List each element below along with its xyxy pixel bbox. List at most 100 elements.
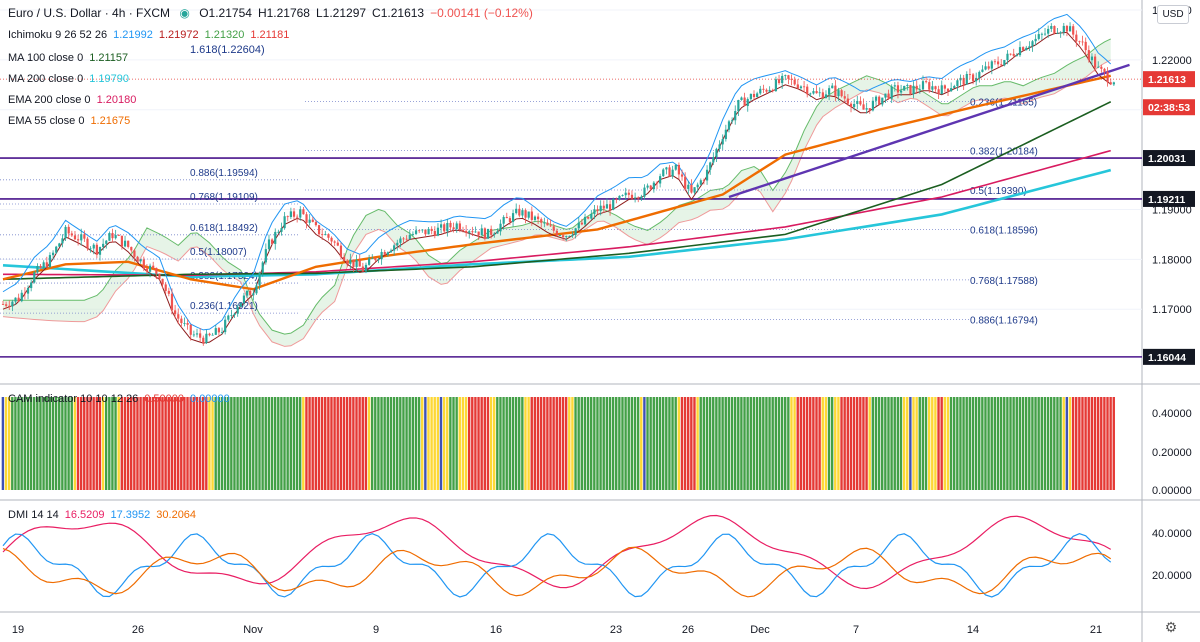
candle-body (508, 218, 512, 222)
legend-row-1[interactable]: 1.618(1.22604) (190, 44, 271, 56)
candle-body (443, 224, 446, 232)
cam-bar (846, 397, 849, 490)
candle-body (1087, 50, 1090, 61)
candle-body (199, 333, 202, 338)
legend-row-3[interactable]: MA 200 close 0 1.19790 (8, 73, 135, 85)
cam-bar (1103, 397, 1106, 490)
legend-value: 1.21320 (204, 29, 245, 41)
cam-bar (320, 397, 324, 490)
cam-bar (183, 397, 186, 490)
candle-body (139, 259, 142, 262)
cam-bar (273, 397, 277, 490)
candle-body (180, 318, 183, 324)
cam-bar (818, 397, 821, 490)
cam-legend[interactable]: CAM indicator 10 10 12 26 0.50000 0.00000 (8, 393, 236, 405)
time-tick-7: Dec (750, 624, 770, 636)
cam-bar (999, 397, 1003, 490)
cam-bar (270, 397, 274, 490)
cam-bar (568, 397, 571, 490)
candle-body (1050, 26, 1053, 29)
candle-body (183, 322, 186, 324)
cam-bar (596, 397, 599, 490)
candle-body (361, 266, 364, 272)
cam-bar (129, 397, 133, 490)
cam-bar (1040, 397, 1043, 490)
candle-body (496, 231, 499, 234)
candle-body (477, 231, 480, 236)
candle-body (899, 90, 903, 93)
candle-body (11, 301, 14, 307)
legend-label: EMA 200 close 0 (8, 94, 91, 106)
legend-value: 1.20180 (96, 94, 137, 106)
cam-bar (830, 397, 834, 490)
cam-bar (477, 397, 480, 490)
candle-body (230, 315, 233, 316)
candle-body (217, 328, 221, 333)
candle-body (896, 85, 900, 93)
cam-bar (815, 397, 818, 490)
cam-bar (733, 397, 737, 490)
candle-body (505, 216, 508, 219)
candle-body (615, 199, 618, 200)
cam-bar (220, 397, 224, 490)
price-tick-1: 1.22000 (1152, 55, 1192, 67)
candle-body (909, 84, 912, 95)
candle-body (224, 319, 227, 333)
cam-bar (236, 397, 239, 490)
candle-body (1047, 28, 1050, 34)
cam-bar (552, 397, 555, 490)
currency-button[interactable]: USD (1157, 5, 1189, 24)
candle-body (565, 236, 568, 238)
candle-body (1072, 26, 1075, 35)
cam-bar (959, 397, 962, 490)
cam-bar (530, 397, 533, 490)
candle-body (518, 208, 521, 216)
cam-bar (737, 397, 740, 490)
cam-bar (1053, 397, 1056, 490)
candle-body (427, 228, 430, 235)
time-tick-5: 23 (610, 624, 622, 636)
cam-bar (98, 397, 102, 490)
cam-bar (248, 397, 252, 490)
cam-bar (934, 397, 937, 490)
cam-bar (655, 397, 659, 490)
dmi-legend[interactable]: DMI 14 14 16.5209 17.3952 30.2064 (8, 509, 202, 521)
legend-row-2[interactable]: MA 100 close 0 1.21157 (8, 52, 134, 64)
candle-body (884, 93, 887, 98)
candle-body (64, 226, 67, 239)
cam-bar (799, 397, 803, 490)
candle-body (634, 197, 637, 199)
cam-bar (92, 397, 95, 490)
price-label-bg (1143, 99, 1195, 116)
cam-bar (583, 397, 587, 490)
legend-row-0[interactable]: Ichimoku 9 26 52 26 1.21992 1.21972 1.21320… (8, 29, 295, 41)
candle-body (405, 238, 408, 240)
cam-bar (86, 397, 89, 490)
cam-bar (227, 397, 230, 490)
candle-body (515, 208, 518, 214)
cam-bar (51, 397, 55, 490)
candle-body (95, 244, 98, 255)
cam-bar (496, 397, 499, 490)
cam-bar (1028, 397, 1031, 490)
legend-row-4[interactable]: EMA 200 close 0 1.20180 (8, 94, 142, 106)
candle-body (990, 61, 993, 69)
candle-body (111, 233, 114, 239)
legend-row-5[interactable]: EMA 55 close 0 1.21675 (8, 115, 136, 127)
cam-bar (136, 397, 139, 490)
candle-body (8, 305, 11, 307)
candle-body (912, 85, 915, 95)
cam-bar (230, 397, 233, 490)
cam-bar (327, 397, 330, 490)
cam-bar (577, 397, 580, 490)
candle-body (853, 103, 856, 108)
candle-body (549, 225, 552, 227)
price-label-bg (1143, 190, 1195, 207)
cam-bar (377, 397, 380, 490)
gear-icon[interactable]: ⚙ (1164, 619, 1178, 635)
cam-bar (442, 397, 446, 490)
cam-bar (1034, 397, 1037, 490)
cam-bar (111, 397, 114, 490)
cam-bar (242, 397, 246, 490)
